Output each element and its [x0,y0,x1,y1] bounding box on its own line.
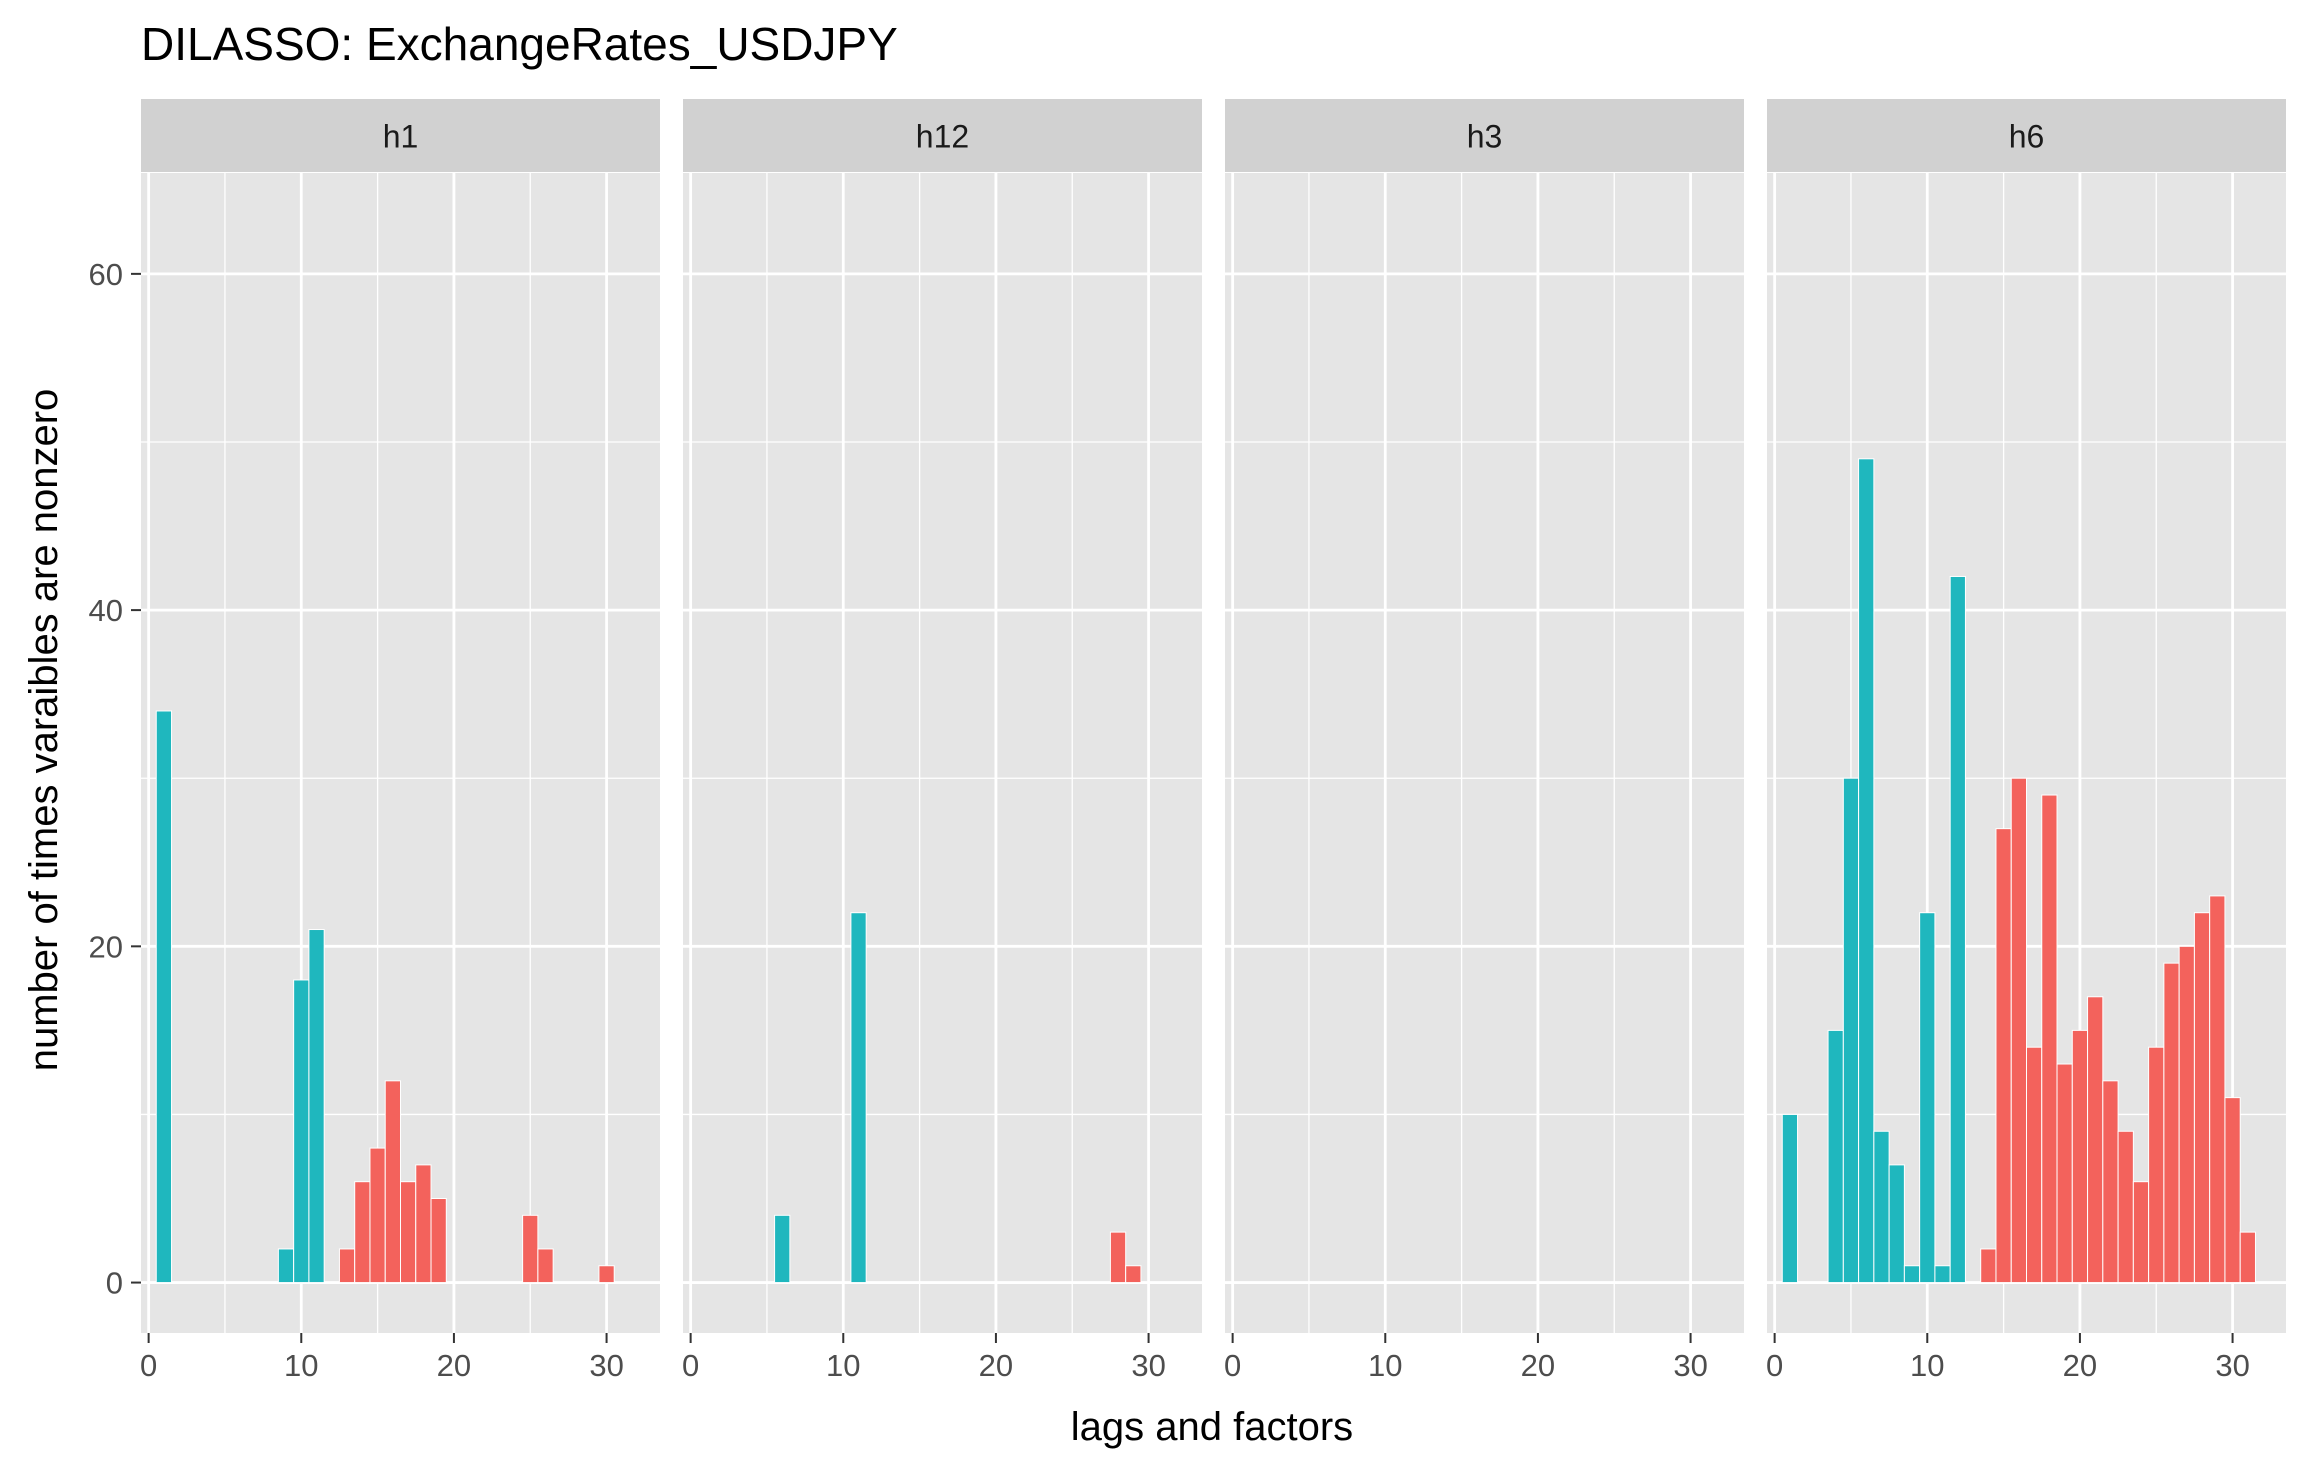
y-tick-label: 60 [89,257,123,292]
lag-bar [1903,1265,1921,1284]
factor-bar [430,1198,447,1284]
factor-bar [354,1181,371,1284]
y-tick-label: 0 [106,1266,123,1301]
lag-bar [850,912,867,1284]
lag-bar [1827,1029,1844,1284]
factor-bar [2163,962,2180,1284]
factor-bar [400,1181,417,1284]
factor-bar [2041,794,2058,1284]
lag-bar [1888,1164,1905,1284]
factor-bar [2071,1029,2089,1284]
facet-panels: h1 0 10 20 30 h12 0 10 20 30 h3 0 10 20 30 h6 0 10 20 30 [140,99,2286,1383]
lag-bar [1934,1265,1951,1284]
x-tick-label: 0 [1766,1348,1783,1383]
facet-strip [1225,99,1744,172]
factor-bar [338,1248,356,1284]
x-tick-label: 20 [437,1348,471,1383]
x-tick-label: 30 [2215,1348,2249,1383]
x-tick-label: 10 [284,1348,318,1383]
lag-bar [293,979,310,1284]
x-tick-label: 0 [682,1348,699,1383]
factor-bar [2117,1130,2134,1284]
lag-bar [1873,1130,1890,1284]
lag-bar [774,1214,791,1284]
factor-bar [2178,945,2195,1284]
x-tick-label: 20 [979,1348,1013,1383]
lag-bar [1781,1113,1799,1284]
factor-bar [2148,1046,2165,1284]
x-tick-label: 10 [826,1348,860,1383]
lag-bar [1842,777,1860,1284]
y-tick-label: 40 [89,593,123,628]
factor-bar [537,1248,554,1284]
factor-bar [2224,1097,2241,1284]
x-tick-label: 30 [1673,1348,1707,1383]
facet-label: h12 [916,119,969,155]
factor-bar [1995,828,2012,1284]
factor-bar [598,1265,615,1284]
facet-panel-h12: h12 0 10 20 30 [682,99,1202,1383]
x-tick-label: 0 [140,1348,157,1383]
factor-bar [2102,1080,2119,1284]
lag-bar [308,929,325,1284]
panel-background [683,173,1202,1333]
factor-bar [1980,1248,1997,1284]
lag-bar [277,1248,295,1284]
panel-background [1225,173,1744,1333]
facet-strip [141,99,660,172]
factor-bar [2132,1181,2150,1284]
lag-bar [1949,575,1966,1284]
factor-bar [384,1080,401,1284]
facet-panel-h1: h1 0 10 20 30 [140,99,660,1383]
x-tick-label: 0 [1224,1348,1241,1383]
factor-bar [369,1147,386,1284]
y-axis-label: number of times varaibles are nonzero [22,389,66,1072]
x-tick-label: 10 [1910,1348,1944,1383]
facet-panel-h3: h3 0 10 20 30 [1224,99,1744,1383]
factor-bar [2026,1046,2043,1284]
factor-bar [1125,1265,1142,1284]
y-axis: 0 20 40 60 [89,257,141,1301]
facet-panel-h6: h6 0 10 20 30 [1766,99,2286,1383]
factor-bar [2056,1063,2073,1284]
x-tick-label: 30 [589,1348,623,1383]
x-tick-label: 20 [1521,1348,1555,1383]
lag-bar [155,710,173,1284]
lag-bar [1919,912,1936,1284]
x-tick-label: 30 [1131,1348,1165,1383]
facet-label: h3 [1467,119,1503,155]
factor-bar [1109,1231,1127,1284]
factor-bar [2209,895,2226,1284]
factor-bar [2010,777,2028,1284]
chart-title: DILASSO: ExchangeRates_USDJPY [141,18,898,70]
facet-strip [683,99,1202,172]
facet-strip [1767,99,2286,172]
factor-bar [2239,1231,2256,1284]
facet-label: h1 [383,119,419,155]
lag-bar [1858,458,1875,1284]
x-tick-label: 10 [1368,1348,1402,1383]
factor-bar [415,1164,432,1284]
x-axis-label: lags and factors [1071,1405,1353,1449]
x-tick-label: 20 [2063,1348,2097,1383]
facet-label: h6 [2009,119,2045,155]
factor-bar [2193,912,2211,1284]
factor-bar [522,1214,539,1284]
y-tick-label: 20 [89,929,123,964]
factor-bar [2087,996,2104,1284]
